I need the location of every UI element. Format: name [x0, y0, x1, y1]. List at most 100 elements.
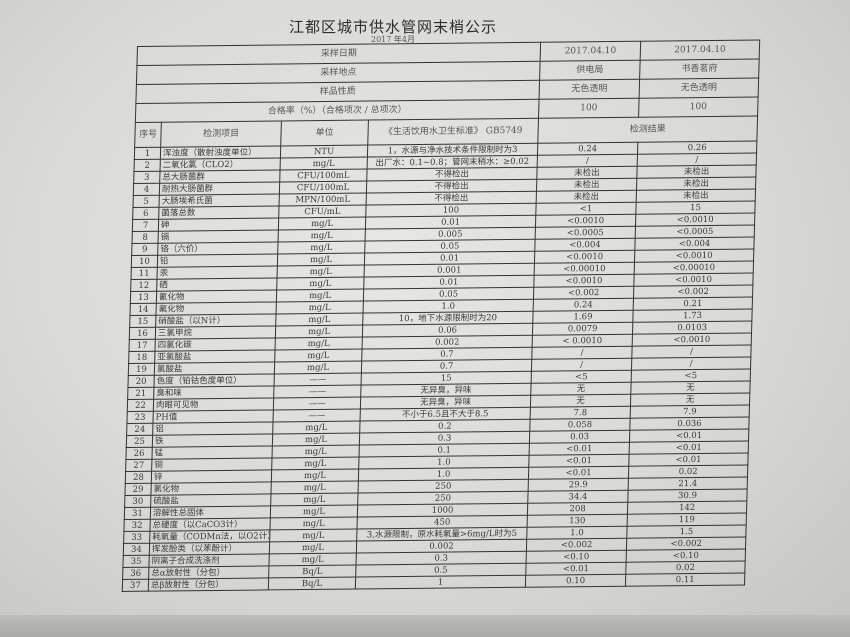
cell-seq: 20	[127, 375, 155, 388]
cell-seq: 15	[129, 315, 156, 328]
cell-seq: 19	[128, 363, 155, 376]
cell-result-1: <0.004	[534, 238, 636, 252]
cell-unit: ——	[274, 373, 362, 386]
cell-seq: 22	[127, 399, 154, 412]
summary-value: 无色透明	[539, 79, 640, 100]
cell-result-1: <0.00010	[534, 262, 635, 276]
cell-seq: 26	[125, 447, 153, 460]
cell-result-1: 130	[527, 514, 628, 528]
cell-result-2: 0.11	[625, 572, 745, 587]
cell-unit: MPN/100mL	[279, 193, 367, 206]
cell-unit: CFU/mL	[278, 205, 367, 218]
desk-surface	[0, 615, 850, 637]
cell-result-1: 0.0079	[532, 322, 633, 336]
cell-unit: mg/L	[270, 493, 359, 506]
cell-result-1: <0.002	[533, 286, 634, 300]
cell-unit: mg/L	[280, 157, 368, 170]
cell-unit: mg/L	[271, 445, 360, 458]
cell-seq: 16	[129, 327, 156, 340]
cell-seq: 12	[130, 279, 157, 292]
cell-result-1: /	[537, 154, 638, 168]
cell-seq: 14	[129, 303, 157, 316]
cell-seq: 17	[128, 339, 156, 352]
header-unit: 单位	[280, 120, 369, 146]
cell-unit: mg/L	[277, 241, 366, 254]
cell-unit: mg/L	[276, 301, 364, 314]
cell-unit: mg/L	[272, 421, 361, 434]
cell-result-1: 未检出	[536, 166, 638, 180]
cell-unit: ——	[273, 385, 362, 398]
cell-unit: mg/L	[277, 253, 365, 266]
cell-result-1: 无	[530, 394, 631, 408]
cell-result-1: <0.01	[528, 466, 629, 480]
cell-unit: NTU	[280, 145, 368, 158]
cell-unit: ——	[273, 409, 361, 422]
cell-result-1: /	[531, 358, 632, 372]
cell-unit: mg/L	[275, 325, 363, 338]
cell-result-1: <0.0010	[535, 214, 636, 228]
cell-unit: mg/L	[271, 469, 359, 482]
header-results: 检测结果	[537, 115, 758, 144]
cell-unit: CFU/100mL	[279, 181, 367, 194]
cell-seq: 5	[132, 195, 160, 208]
cell-result-1: <1	[535, 202, 637, 216]
cell-unit: mg/L	[278, 229, 366, 242]
cell-seq: 18	[128, 351, 155, 364]
cell-unit: mg/L	[270, 505, 358, 518]
cell-result-1: 7.8	[530, 406, 631, 420]
cell-result-1: <0.01	[529, 442, 630, 456]
cell-seq: 1	[134, 147, 161, 160]
cell-seq: 2	[133, 159, 161, 172]
cell-seq: 35	[122, 555, 150, 568]
cell-unit: mg/L	[275, 337, 363, 350]
cell-unit: mg/L	[269, 517, 358, 530]
summary-value: 供电局	[539, 60, 641, 81]
cell-result-1: 0.24	[533, 298, 634, 312]
cell-result-1: <0.002	[526, 538, 627, 552]
cell-seq: 3	[133, 171, 161, 184]
cell-seq: 34	[123, 543, 150, 556]
cell-result-1: 0.03	[529, 430, 630, 444]
document-subtitle: 2017 年4月	[371, 35, 415, 44]
cell-unit: mg/L	[276, 289, 364, 302]
cell-seq: 10	[131, 255, 158, 268]
cell-seq: 27	[125, 459, 152, 472]
cell-seq: 37	[122, 579, 149, 592]
cell-unit: mg/L	[271, 457, 360, 470]
cell-unit: mg/L	[270, 481, 359, 494]
cell-unit: Bq/L	[268, 577, 356, 590]
cell-seq: 8	[131, 231, 159, 244]
cell-result-1: 29.9	[528, 478, 629, 492]
cell-result-1: /	[531, 346, 633, 360]
cell-seq: 7	[132, 219, 159, 232]
cell-item: 总β放射性（分包）	[148, 577, 269, 592]
summary-value: 书香茗府	[639, 58, 760, 80]
cell-result-1: 1.69	[532, 310, 634, 324]
cell-unit: Bq/L	[268, 565, 357, 578]
cell-seq: 31	[124, 507, 151, 520]
cell-result-1: 1.0	[526, 526, 628, 540]
summary-value: 无色透明	[639, 77, 759, 99]
document-title: 江都区城市供水管网末梢公示	[288, 18, 497, 36]
summary-value: 2017.04.10	[540, 41, 641, 62]
cell-result-1: 未检出	[536, 178, 637, 192]
summary-value: 2017.04.10	[640, 39, 760, 61]
header-seq: 序号	[134, 122, 162, 148]
cell-unit: mg/L	[269, 541, 357, 554]
cell-seq: 29	[124, 483, 152, 496]
cell-result-1: <0.10	[526, 550, 627, 564]
cell-standard: 1	[355, 575, 526, 590]
cell-result-1: <0.0010	[533, 274, 635, 288]
cell-seq: 36	[122, 567, 149, 580]
cell-result-1: <5	[531, 370, 632, 384]
cell-result-1: 未检出	[536, 190, 637, 204]
cell-seq: 11	[130, 267, 158, 280]
cell-seq: 32	[123, 519, 151, 532]
header-item: 检测项目	[160, 120, 282, 148]
cell-unit: mg/L	[274, 361, 362, 374]
summary-value: 100	[538, 98, 640, 119]
cell-result-1: 0.24	[537, 142, 638, 156]
cell-seq: 9	[131, 243, 158, 256]
cell-result-1: 208	[527, 502, 628, 516]
cell-unit: ——	[273, 397, 361, 410]
